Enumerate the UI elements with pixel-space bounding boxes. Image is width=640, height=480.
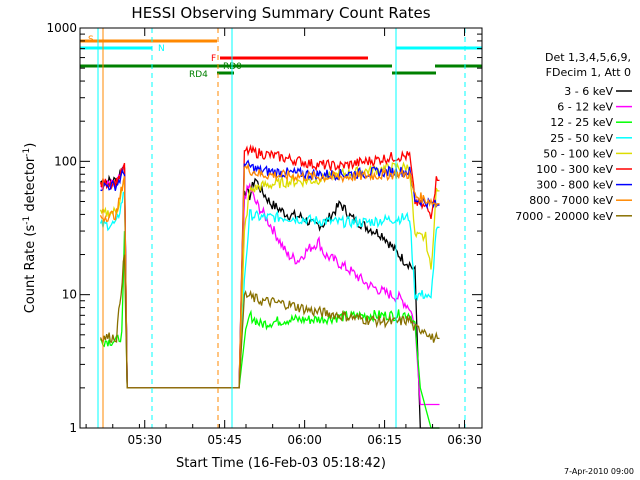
x-tick-label-3: 06:15: [367, 433, 402, 447]
y-axis-label-sup2: -1: [22, 148, 32, 157]
legend-header-2: FDecim 1, Att 0: [546, 66, 631, 79]
chart-title: HESSI Observing Summary Count Rates: [131, 4, 430, 22]
x-axis-label: Start Time (16-Feb-03 05:18:42): [176, 456, 386, 471]
series-layer: [99, 143, 440, 429]
y-tick-label-1: 10: [62, 288, 77, 302]
y-axis-label-mid: detector: [23, 156, 38, 216]
rd4-flag-label: RD4: [189, 70, 208, 80]
legend-label-5: 100 - 300 keV: [536, 163, 613, 176]
legend-label-1: 6 - 12 keV: [557, 101, 613, 114]
series-line-8: [99, 254, 440, 389]
legend-items: 3 - 6 keV 6 - 12 keV 12 - 25 keV 25 - 50 ke…: [515, 85, 632, 223]
legend-label-3: 25 - 50 keV: [550, 132, 613, 145]
saa-flag-label: S: [88, 35, 94, 45]
x-tick-label-1: 05:45: [207, 433, 242, 447]
series-line-3: [99, 191, 440, 389]
y-tick-label-3: 1000: [46, 21, 77, 35]
plot-frame: [79, 27, 483, 429]
series-line-5: [99, 143, 440, 389]
x-tick-label-4: 06:30: [447, 433, 482, 447]
legend-label-2: 12 - 25 keV: [550, 116, 613, 129]
x-tick-label-0: 05:30: [127, 433, 162, 447]
rd0-flag-label: RD0: [223, 62, 242, 72]
series-line-4: [99, 161, 440, 389]
ticks-layer: 05:30 05:45 06:00 06:15 06:30 1 10 100 1000: [46, 21, 482, 447]
annotation-layer: S N F RD0 RD4: [80, 28, 482, 428]
series-line-2: [99, 231, 440, 429]
y-axis-label-main: Count Rate (s: [23, 225, 38, 314]
legend-label-4: 50 - 100 keV: [543, 147, 613, 160]
legend-label-8: 7000 - 20000 keV: [515, 210, 613, 223]
legend-label-0: 3 - 6 keV: [564, 85, 613, 98]
series-line-6: [100, 159, 440, 389]
y-tick-label-2: 100: [54, 154, 77, 168]
y-axis-label-end: ): [23, 143, 38, 148]
night-flag-label: N: [158, 44, 165, 54]
y-axis-label: Count Rate (s-1 detector-1): [22, 143, 38, 314]
flare-flag-label: F: [211, 54, 216, 64]
footer-date: 7-Apr-2010 09:00: [564, 467, 634, 476]
legend-label-7: 800 - 7000 keV: [529, 194, 613, 207]
series-line-7: [99, 162, 440, 389]
legend-label-6: 300 - 800 keV: [536, 179, 613, 192]
y-axis-label-sup1: -1: [22, 216, 32, 225]
legend-header-1: Det 1,3,4,5,6,9,: [545, 51, 631, 64]
legend: Det 1,3,4,5,6,9, FDecim 1, Att 0 3 - 6 k…: [515, 51, 632, 223]
y-tick-label-0: 1: [69, 421, 77, 435]
x-tick-label-2: 06:00: [287, 433, 322, 447]
